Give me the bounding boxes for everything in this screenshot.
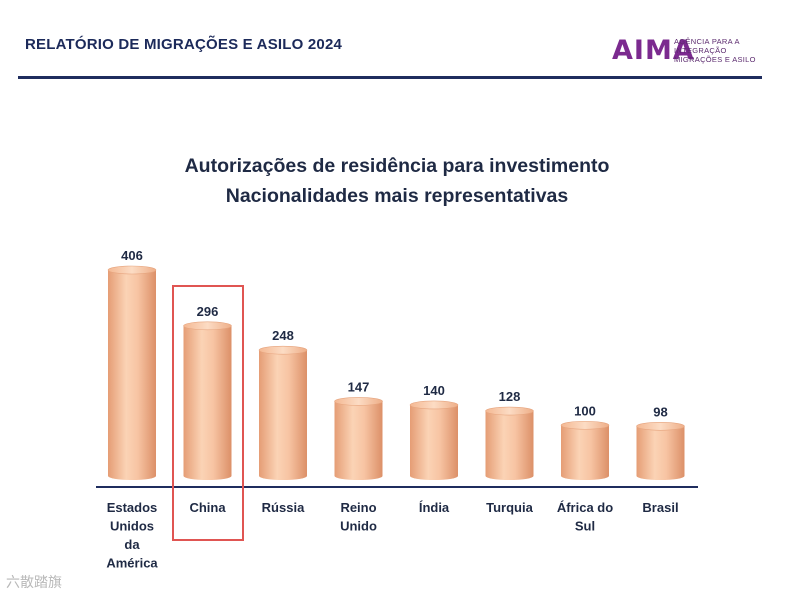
data-label: 98	[653, 404, 667, 419]
aima-logo: AIMA AGÊNCIA PARA A INTEGRAÇÃO MIGRAÇÕES…	[612, 34, 762, 68]
category-label: Turquia	[486, 500, 533, 515]
data-label: 140	[423, 383, 445, 398]
bar-top-cap	[183, 321, 232, 331]
category-label: China	[189, 500, 226, 515]
bar-top-cap	[258, 345, 308, 355]
logo-line: MIGRAÇÕES E ASILO	[674, 55, 756, 64]
category-label: Estados	[107, 500, 158, 515]
bar-rússia	[259, 350, 307, 480]
bar-top-cap	[485, 406, 534, 416]
data-label: 128	[499, 389, 521, 404]
logo-text: AGÊNCIA PARA A INTEGRAÇÃO MIGRAÇÕES E AS…	[674, 37, 756, 64]
header-divider	[18, 76, 762, 79]
logo-line: INTEGRAÇÃO	[674, 46, 727, 55]
category-label: Unido	[340, 519, 377, 534]
chart-subtitle: Nacionalidades mais representativas	[225, 185, 569, 207]
china-highlight-box	[172, 285, 244, 541]
category-label: da	[124, 537, 140, 552]
category-label: Índia	[419, 500, 450, 515]
data-label: 147	[348, 379, 370, 394]
chart-title: Autorizações de residência para investim…	[184, 155, 610, 177]
logo-mark: AIMA	[612, 35, 695, 66]
bar-top-cap	[560, 420, 610, 430]
bar-índia	[410, 404, 458, 480]
data-label: 406	[121, 248, 143, 263]
bar-top-cap	[107, 265, 157, 275]
report-title: RELATÓRIO DE MIGRAÇÕES E ASILO 2024	[25, 36, 343, 53]
watermark: 六散踏旗	[6, 575, 62, 591]
bar-turquia	[485, 411, 534, 480]
data-label: 248	[272, 328, 294, 343]
logo-line: AGÊNCIA PARA A	[674, 37, 740, 46]
bar-brasil	[636, 426, 685, 480]
bar-top-cap	[636, 421, 685, 431]
data-label: 296	[197, 304, 219, 319]
category-label: África do	[557, 500, 613, 515]
category-label: Unidos	[110, 519, 154, 534]
bar-china	[183, 325, 232, 480]
bar-top-cap	[409, 400, 459, 410]
category-label: Brasil	[642, 500, 678, 515]
bar-top-cap	[334, 397, 383, 406]
category-label: Rússia	[262, 500, 305, 515]
data-label: 100	[574, 403, 596, 418]
bar-áfrica-do-sul	[561, 425, 609, 480]
category-label: Sul	[575, 519, 595, 534]
bar-reino-unido	[334, 401, 383, 480]
bar-estados-unidos-da-américa	[108, 270, 156, 480]
category-label: Reino	[340, 500, 376, 515]
category-label: América	[106, 556, 158, 571]
